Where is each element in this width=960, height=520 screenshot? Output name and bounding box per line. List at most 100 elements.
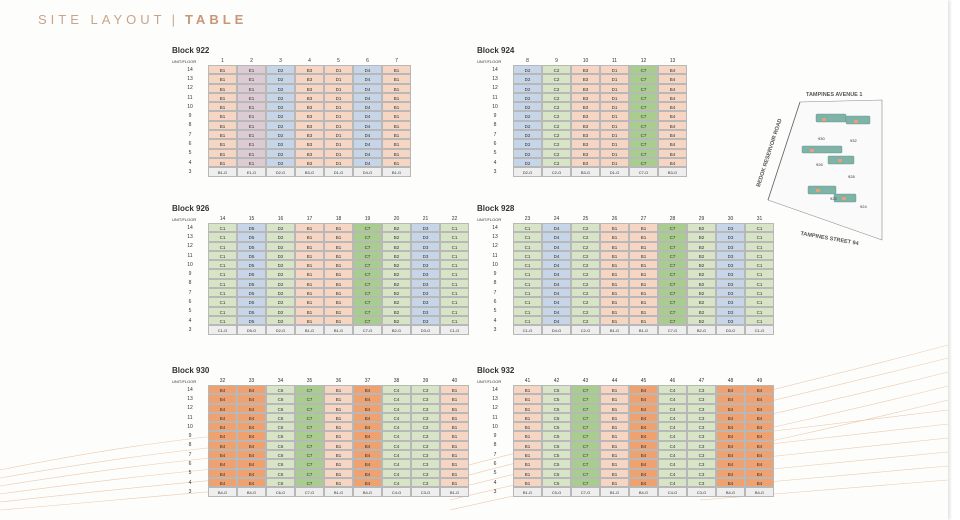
unit-type-cell: C7 bbox=[295, 477, 324, 488]
unit-type-cell: B1 bbox=[600, 412, 629, 423]
unit-type-cell: B1 bbox=[629, 250, 658, 261]
unit-type-cell: B4 bbox=[745, 403, 774, 413]
unit-floor-label: UNIT/FLOOR bbox=[172, 216, 197, 222]
unit-type-cell: C3 bbox=[411, 450, 440, 460]
unit-type-cell: D2 bbox=[266, 260, 295, 270]
floor-number: 4 bbox=[493, 479, 497, 486]
unit-type-cell: D2 bbox=[266, 92, 295, 103]
floor-number: 8 bbox=[188, 280, 192, 287]
unit-type-cell: C4 bbox=[658, 477, 687, 488]
floor-number: 5 bbox=[493, 150, 497, 157]
unit-type-cell: C7 bbox=[295, 403, 324, 413]
unit-type-cell: B1 bbox=[440, 468, 469, 478]
unit-type-cell: B2-G bbox=[382, 325, 411, 335]
unit-type-cell: B1 bbox=[295, 288, 324, 298]
unit-type-cell: C1 bbox=[208, 250, 237, 261]
unit-type-cell: C2 bbox=[542, 74, 571, 84]
floor-row: 6 B1 E1 D2 B3 D1 D4 B1 bbox=[172, 139, 411, 149]
unit-type-cell: B1 bbox=[324, 278, 353, 289]
unit-type-cell: C2 bbox=[542, 157, 571, 168]
unit-type-cell: B4 bbox=[629, 459, 658, 469]
unit-type-cell: D4-G bbox=[353, 167, 382, 177]
unit-type-cell: B1 bbox=[324, 440, 353, 451]
unit-type-cell: B4 bbox=[237, 385, 266, 395]
unit-number: 26 bbox=[611, 216, 618, 222]
unit-type-cell: B1-G bbox=[513, 487, 542, 497]
unit-type-cell: C4 bbox=[382, 394, 411, 404]
unit-type-cell: D4 bbox=[542, 260, 571, 270]
unit-type-cell: B1 bbox=[324, 422, 353, 432]
unit-type-cell: B4 bbox=[745, 440, 774, 451]
unit-type-cell: B1-G bbox=[324, 487, 353, 497]
unit-type-cell: B4 bbox=[629, 431, 658, 441]
unit-type-cell: C6 bbox=[266, 459, 295, 469]
floor-row: 6 B4 B4 C6 C7 B1 B4 C4 C3 B1 bbox=[172, 459, 469, 469]
unit-type-cell: C2 bbox=[571, 315, 600, 326]
floor-row: 11 D2 C2 B3 D1 C7 B4 bbox=[477, 92, 687, 103]
unit-type-cell: B1-G bbox=[295, 325, 324, 335]
ground-floor-row: 3 D2-G C2-G B3-G D1-G C7-G B3-G bbox=[477, 167, 687, 177]
floor-row: 12 B1 E1 D2 B3 D1 D4 B1 bbox=[172, 83, 411, 93]
unit-type-cell: D3 bbox=[716, 288, 745, 298]
unit-type-cell: C6 bbox=[266, 477, 295, 488]
unit-type-cell: B3 bbox=[295, 139, 324, 149]
ground-floor-row: 3 B1-G C5-G C7-G B1-G B4-G C4-G C3-G B4-G B4-G bbox=[477, 487, 774, 497]
unit-type-cell: C1 bbox=[440, 278, 469, 289]
floor-row: 10 B1 C5 C7 B1 B4 C4 C3 B4 B4 bbox=[477, 422, 774, 432]
unit-type-cell: D1 bbox=[600, 148, 629, 158]
unit-type-cell: C7 bbox=[658, 260, 687, 270]
unit-type-cell: B1 bbox=[295, 232, 324, 242]
unit-type-cell: D4 bbox=[542, 315, 571, 326]
unit-type-cell: C7 bbox=[295, 459, 324, 469]
unit-number: 8 bbox=[526, 58, 529, 64]
floor-number: 5 bbox=[188, 150, 192, 157]
unit-type-cell: D2 bbox=[513, 130, 542, 140]
unit-type-cell: C7 bbox=[571, 403, 600, 413]
block-name: Block 932 bbox=[477, 366, 515, 375]
unit-type-cell: B4 bbox=[353, 403, 382, 413]
unit-type-cell: C5 bbox=[542, 477, 571, 488]
unit-type-cell: B4 bbox=[353, 459, 382, 469]
floor-number: 13 bbox=[492, 233, 498, 240]
unit-type-cell: D4 bbox=[542, 250, 571, 261]
unit-type-cell: B1 bbox=[324, 306, 353, 316]
unit-number: 4 bbox=[308, 58, 311, 64]
unit-type-cell: B4 bbox=[353, 431, 382, 441]
unit-type-cell: B4 bbox=[237, 403, 266, 413]
unit-type-cell: C2 bbox=[571, 232, 600, 242]
unit-type-cell: D2 bbox=[266, 74, 295, 84]
unit-type-cell: C1 bbox=[745, 241, 774, 251]
unit-type-cell: C7 bbox=[295, 440, 324, 451]
unit-type-cell: B1 bbox=[382, 139, 411, 149]
floor-number: 3 bbox=[493, 488, 497, 495]
floor-number: 3 bbox=[188, 326, 192, 333]
unit-type-cell: B4 bbox=[237, 450, 266, 460]
unit-type-cell: C5-G bbox=[542, 487, 571, 497]
unit-type-cell: D5 bbox=[237, 306, 266, 316]
floor-row: 4 D2 C2 B3 D1 C7 B4 bbox=[477, 157, 687, 168]
unit-type-cell: C7 bbox=[629, 92, 658, 103]
unit-type-cell: C3 bbox=[687, 468, 716, 478]
unit-type-cell: C7 bbox=[658, 278, 687, 289]
unit-type-cell: D2 bbox=[513, 148, 542, 158]
unit-type-cell: C5 bbox=[542, 450, 571, 460]
unit-type-cell: C3 bbox=[687, 403, 716, 413]
unit-type-cell: B3 bbox=[571, 111, 600, 121]
unit-number: 11 bbox=[611, 58, 618, 64]
floor-number: 9 bbox=[188, 271, 192, 278]
floor-row: 9 C1 D4 C2 B1 B1 C7 B2 D3 C1 bbox=[477, 269, 774, 279]
unit-type-cell: D1-G bbox=[324, 167, 353, 177]
unit-type-cell: B1 bbox=[295, 269, 324, 279]
unit-type-cell: B4 bbox=[658, 139, 687, 149]
unit-type-cell: C3 bbox=[687, 431, 716, 441]
unit-type-cell: B4 bbox=[208, 459, 237, 469]
unit-type-cell: B1 bbox=[440, 385, 469, 395]
unit-type-cell: C2 bbox=[542, 83, 571, 93]
unit-type-cell: D4 bbox=[353, 83, 382, 93]
unit-type-cell: D2 bbox=[513, 111, 542, 121]
unit-type-cell: D2 bbox=[513, 157, 542, 168]
unit-number: 12 bbox=[640, 58, 647, 64]
unit-type-cell: B1 bbox=[295, 223, 324, 233]
unit-type-cell: C1 bbox=[440, 288, 469, 298]
unit-number: 6 bbox=[366, 58, 369, 64]
